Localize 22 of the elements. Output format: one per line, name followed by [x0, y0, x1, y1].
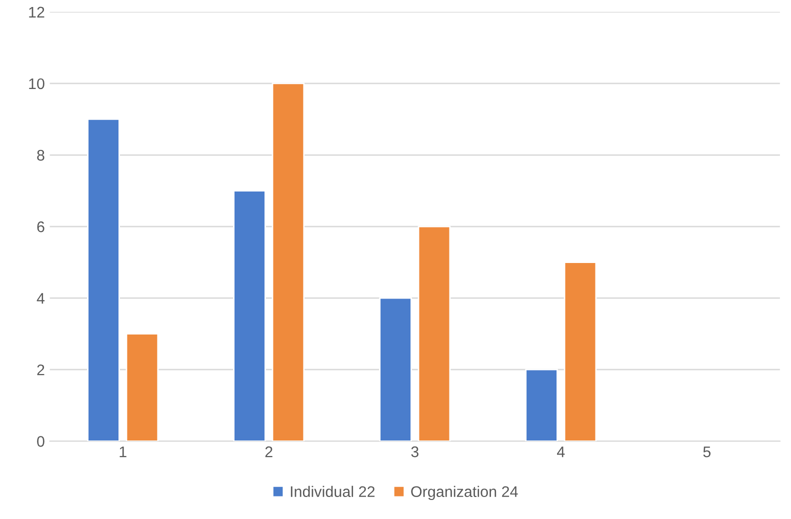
y-tick-label: 2: [37, 364, 44, 376]
bar: [233, 190, 266, 442]
y-tick-label: 8: [37, 150, 44, 161]
y-tick-label: 0: [37, 436, 44, 447]
y-tick-label: 10: [29, 78, 44, 90]
bar: [87, 118, 120, 442]
y-tick-label: 12: [29, 6, 44, 18]
x-tick-label: 5: [703, 446, 711, 458]
bar: [564, 262, 597, 442]
x-tick-label: 2: [265, 446, 272, 458]
bar: [418, 226, 451, 442]
bar: [379, 297, 412, 442]
legend-label: Individual 22: [290, 486, 375, 498]
x-tick-label: 1: [120, 446, 126, 458]
x-tick-label: 3: [411, 446, 418, 458]
bar: [525, 368, 558, 442]
bar: [126, 333, 159, 442]
bar: [272, 82, 305, 442]
y-tick-label: 4: [36, 293, 45, 304]
x-tick-label: 4: [557, 446, 565, 458]
legend-label: Organization 24: [411, 486, 518, 500]
y-tick-label: 6: [37, 221, 44, 232]
